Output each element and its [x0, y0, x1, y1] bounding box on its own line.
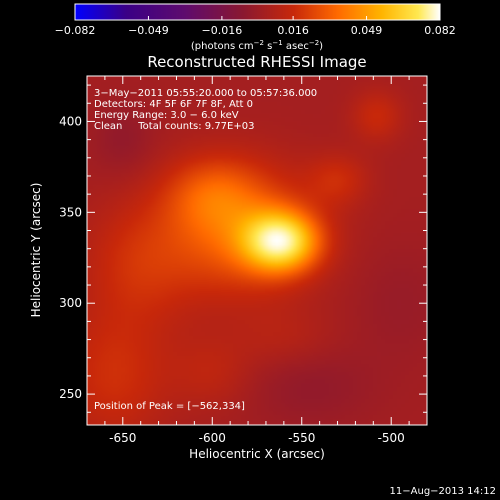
colorbar: [74, 3, 441, 21]
peak-position-label: Position of Peak = [−562,334]: [94, 401, 245, 412]
heatmap-image: [87, 76, 427, 425]
colorbar-tick-label: 0.016: [277, 24, 309, 37]
colorbar-tick-label: −0.082: [55, 24, 96, 37]
x-axis-label: Heliocentric X (arcsec): [189, 447, 325, 461]
colorbar-tick-label: −0.049: [128, 24, 169, 37]
plot-frame: [86, 75, 428, 426]
colorbar-tick-label: 0.082: [424, 24, 456, 37]
annotation-energy: Energy Range: 3.0 − 6.0 keV: [94, 110, 239, 121]
x-tick-label: -600: [199, 431, 226, 445]
colorbar-tick-label: 0.049: [351, 24, 383, 37]
axis-ticks: -650 -600 -550 -500 250 300 350 400: [59, 76, 428, 445]
colorbar-unit-label: (photons cm−2 s−1 asec−2): [191, 39, 323, 52]
footer-timestamp: 11−Aug−2013 14:12: [390, 486, 496, 497]
annotation-clean: Clean Total counts: 9.77E+03: [94, 121, 254, 132]
annotation-detectors: Detectors: 4F 5F 6F 7F 8F, Att 0: [94, 99, 253, 110]
x-tick-label: -500: [378, 431, 405, 445]
chart-title: Reconstructed RHESSI Image: [147, 53, 366, 71]
y-tick-label: 400: [59, 114, 82, 128]
annotation-time: 3−May−2011 05:55:20.000 to 05:57:36.000: [94, 88, 317, 99]
heatmap-container: [87, 76, 427, 425]
annotation-block: 3−May−2011 05:55:20.000 to 05:57:36.000 …: [94, 88, 317, 132]
colorbar-tick-label: −0.016: [202, 24, 243, 37]
x-tick-label: -650: [109, 431, 136, 445]
x-tick-label: -550: [288, 431, 315, 445]
y-tick-label: 250: [59, 387, 82, 401]
y-axis-label: Heliocentric Y (arcsec): [29, 183, 43, 318]
y-tick-label: 350: [59, 205, 82, 219]
colorbar-ticks: −0.082 −0.049 −0.016 0.016 0.049 0.082: [55, 16, 456, 37]
y-tick-label: 300: [59, 296, 82, 310]
